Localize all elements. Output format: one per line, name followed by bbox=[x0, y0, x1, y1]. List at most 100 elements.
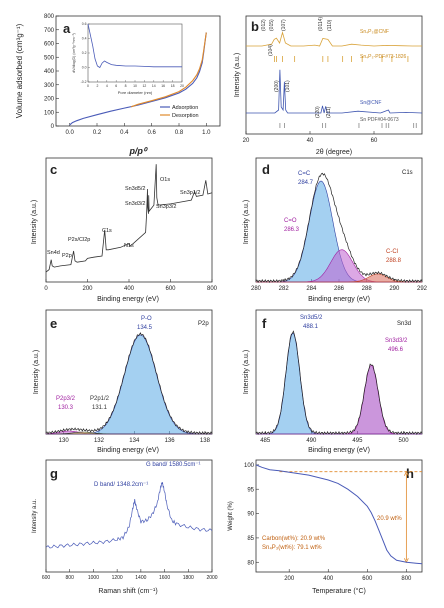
peak-o1s: O1s bbox=[160, 177, 170, 183]
y-tick-label: 800 bbox=[44, 14, 55, 20]
x-tick-label: 500 bbox=[399, 438, 410, 444]
panel-b-xticks: 20 40 60 bbox=[243, 131, 378, 144]
x-tick-label: 200 bbox=[82, 286, 93, 292]
panel-a-inset-xlabel: Pore diameter (nm) bbox=[118, 90, 153, 95]
panel-h: h Weight (%) Temperature (°C) 200 400 600 8… bbox=[228, 459, 423, 595]
panel-a-xticks: 0.0 0.2 0.4 0.6 0.8 1.0 bbox=[65, 123, 211, 136]
x-tick-label: 0.6 bbox=[147, 130, 156, 136]
panel-b-ylabel: Intensity (a.u.) bbox=[234, 53, 241, 97]
panel-d-label: d bbox=[262, 162, 270, 177]
fitted-peak-2 bbox=[256, 273, 422, 283]
label-sn3d32: Sn3d3/2 bbox=[385, 338, 408, 344]
x-tick-label: 2000 bbox=[206, 575, 217, 581]
value-sn3d32: 496.6 bbox=[388, 347, 404, 353]
panel-g-d-band-label: D band/ 1348.2cm⁻¹ bbox=[94, 482, 148, 488]
x-tick-label: 136 bbox=[165, 438, 176, 444]
panel-d-title: C1s bbox=[402, 170, 413, 176]
panel-c: c Intensity (a.u.) Binding energy (eV) 0… bbox=[31, 157, 218, 303]
label-c=o: C=O bbox=[284, 218, 297, 224]
panel-a-inset-ylabel: dV/dlog(D) (cm³g⁻¹nm⁻¹) bbox=[72, 33, 76, 73]
panel-d: d C1s Intensity (a.u.) Binding energy (e… bbox=[243, 157, 428, 303]
panel-a: a Volume adsorbed (cm³g⁻¹) p/p⁰ 0.0 0.2 0.… bbox=[15, 14, 221, 156]
y-tick-label: 400 bbox=[44, 69, 55, 75]
panel-f-peaks bbox=[255, 330, 423, 435]
raman-spectrum-line bbox=[45, 482, 213, 549]
y-tick-label: 85 bbox=[247, 536, 254, 542]
inset-x-tick-label: 20 bbox=[180, 84, 184, 88]
inset-x-tick-label: 14 bbox=[152, 84, 156, 88]
inset-x-tick-label: 16 bbox=[161, 84, 165, 88]
panel-a-label: a bbox=[63, 21, 71, 36]
value-c=o: 286.3 bbox=[284, 227, 300, 233]
hkl-107: (107) bbox=[281, 19, 287, 31]
panel-a-inset-frame bbox=[87, 23, 183, 83]
y-tick-label: 200 bbox=[44, 97, 55, 103]
label-c-cl: C-Cl bbox=[386, 249, 398, 255]
panel-h-yticks: 80 85 90 95 100 bbox=[244, 463, 259, 566]
y-tick-label: 300 bbox=[44, 83, 55, 89]
y-tick-label: 0 bbox=[51, 124, 55, 130]
peak-p2p: P2p bbox=[62, 253, 72, 259]
x-tick-label: 800 bbox=[207, 286, 218, 292]
panel-f-peak-labels: Sn3d5/2 488.1 Sn3d3/2 496.6 bbox=[300, 315, 408, 353]
x-tick-label: 284 bbox=[306, 286, 317, 292]
peak-sn3p32: Sn3p3/2 bbox=[156, 204, 177, 210]
hkl-200: (200) bbox=[274, 80, 280, 92]
inset-x-tick-label: 8 bbox=[125, 84, 127, 88]
panel-b-legend-sn: Sn@CNF bbox=[360, 100, 381, 106]
panel-d-peak-labels: C=C 284.7 C=O 286.3 C-Cl 288.8 bbox=[284, 171, 402, 264]
sn-cnf-pattern bbox=[246, 69, 423, 114]
label-sn3d52: Sn3d5/2 bbox=[300, 315, 323, 321]
y-tick-label: 600 bbox=[44, 42, 55, 48]
hkl-0114: (0114) bbox=[318, 17, 324, 31]
panel-c-xlabel: Binding energy (eV) bbox=[97, 296, 159, 303]
panel-e-peaks bbox=[45, 332, 213, 435]
inset-x-tick-label: 4 bbox=[106, 84, 108, 88]
x-tick-label: 1600 bbox=[159, 575, 170, 581]
x-tick-label: 288 bbox=[362, 286, 373, 292]
inset-x-tick-label: 2 bbox=[96, 84, 98, 88]
x-tick-label: 1400 bbox=[135, 575, 146, 581]
x-tick-label: 20 bbox=[243, 138, 250, 144]
panel-b-xlabel: 2θ (degree) bbox=[316, 149, 352, 156]
measured-spectrum bbox=[45, 332, 213, 435]
peak-sn3d32: Sn3d3/2 bbox=[125, 201, 146, 207]
label-p-o: P-O bbox=[141, 316, 152, 322]
hkl-101: (101) bbox=[285, 80, 291, 92]
panel-g-ylabel: Intensity a.u. bbox=[32, 499, 38, 533]
x-tick-label: 600 bbox=[165, 286, 176, 292]
desorption-line bbox=[131, 32, 207, 108]
value-c-cl: 288.8 bbox=[386, 258, 402, 264]
x-tick-label: 286 bbox=[334, 286, 345, 292]
panel-h-xticks: 200 400 600 800 bbox=[284, 569, 412, 582]
panel-a-xlabel: p/p⁰ bbox=[128, 146, 147, 156]
panel-h-carbon-label: Carbon(wt%): 20.9 wt% bbox=[262, 536, 326, 542]
panel-g: g Intensity a.u. Raman shift (cm⁻¹) 600 8… bbox=[32, 459, 218, 595]
panel-f-title: Sn3d bbox=[397, 321, 411, 327]
panel-d-ylabel: Intensity (a.u.) bbox=[243, 200, 250, 244]
panel-g-label: g bbox=[50, 466, 58, 481]
x-tick-label: 282 bbox=[279, 286, 290, 292]
panel-f-ylabel: Intensity (a.u.) bbox=[243, 350, 250, 394]
hkl-211: (211) bbox=[326, 106, 332, 118]
value-p-o: 134.5 bbox=[137, 325, 153, 331]
panel-b-reference-peaks bbox=[274, 56, 417, 128]
sn4p3-cnf-pattern bbox=[246, 30, 422, 47]
x-tick-label: 40 bbox=[307, 138, 314, 144]
peak-p2s-cl2p: P2s/Cl2p bbox=[68, 237, 90, 243]
x-tick-label: 0 bbox=[44, 286, 48, 292]
panel-e-xlabel: Binding energy (eV) bbox=[97, 447, 159, 454]
peak-sn4d: Sn4d bbox=[47, 250, 60, 256]
x-tick-label: 800 bbox=[401, 576, 412, 582]
inset-y-tick-label: 0.2 bbox=[82, 51, 87, 55]
peak-sn3p12: Sn3p1/2 bbox=[180, 190, 201, 196]
label-p2p32: P2p3/2 bbox=[56, 396, 76, 402]
panel-a-yticks: 0 100 200 300 400 500 600 700 800 bbox=[44, 14, 59, 130]
x-tick-label: 60 bbox=[371, 138, 378, 144]
inset-x-tick-label: 12 bbox=[143, 84, 147, 88]
panel-b-frame bbox=[245, 15, 423, 135]
panel-b-legend-sn-ref: Sn PDF#04-0673 bbox=[360, 117, 399, 123]
y-tick-label: 100 bbox=[244, 463, 255, 469]
y-tick-label: 90 bbox=[247, 512, 254, 518]
measured-spectrum bbox=[255, 330, 423, 435]
